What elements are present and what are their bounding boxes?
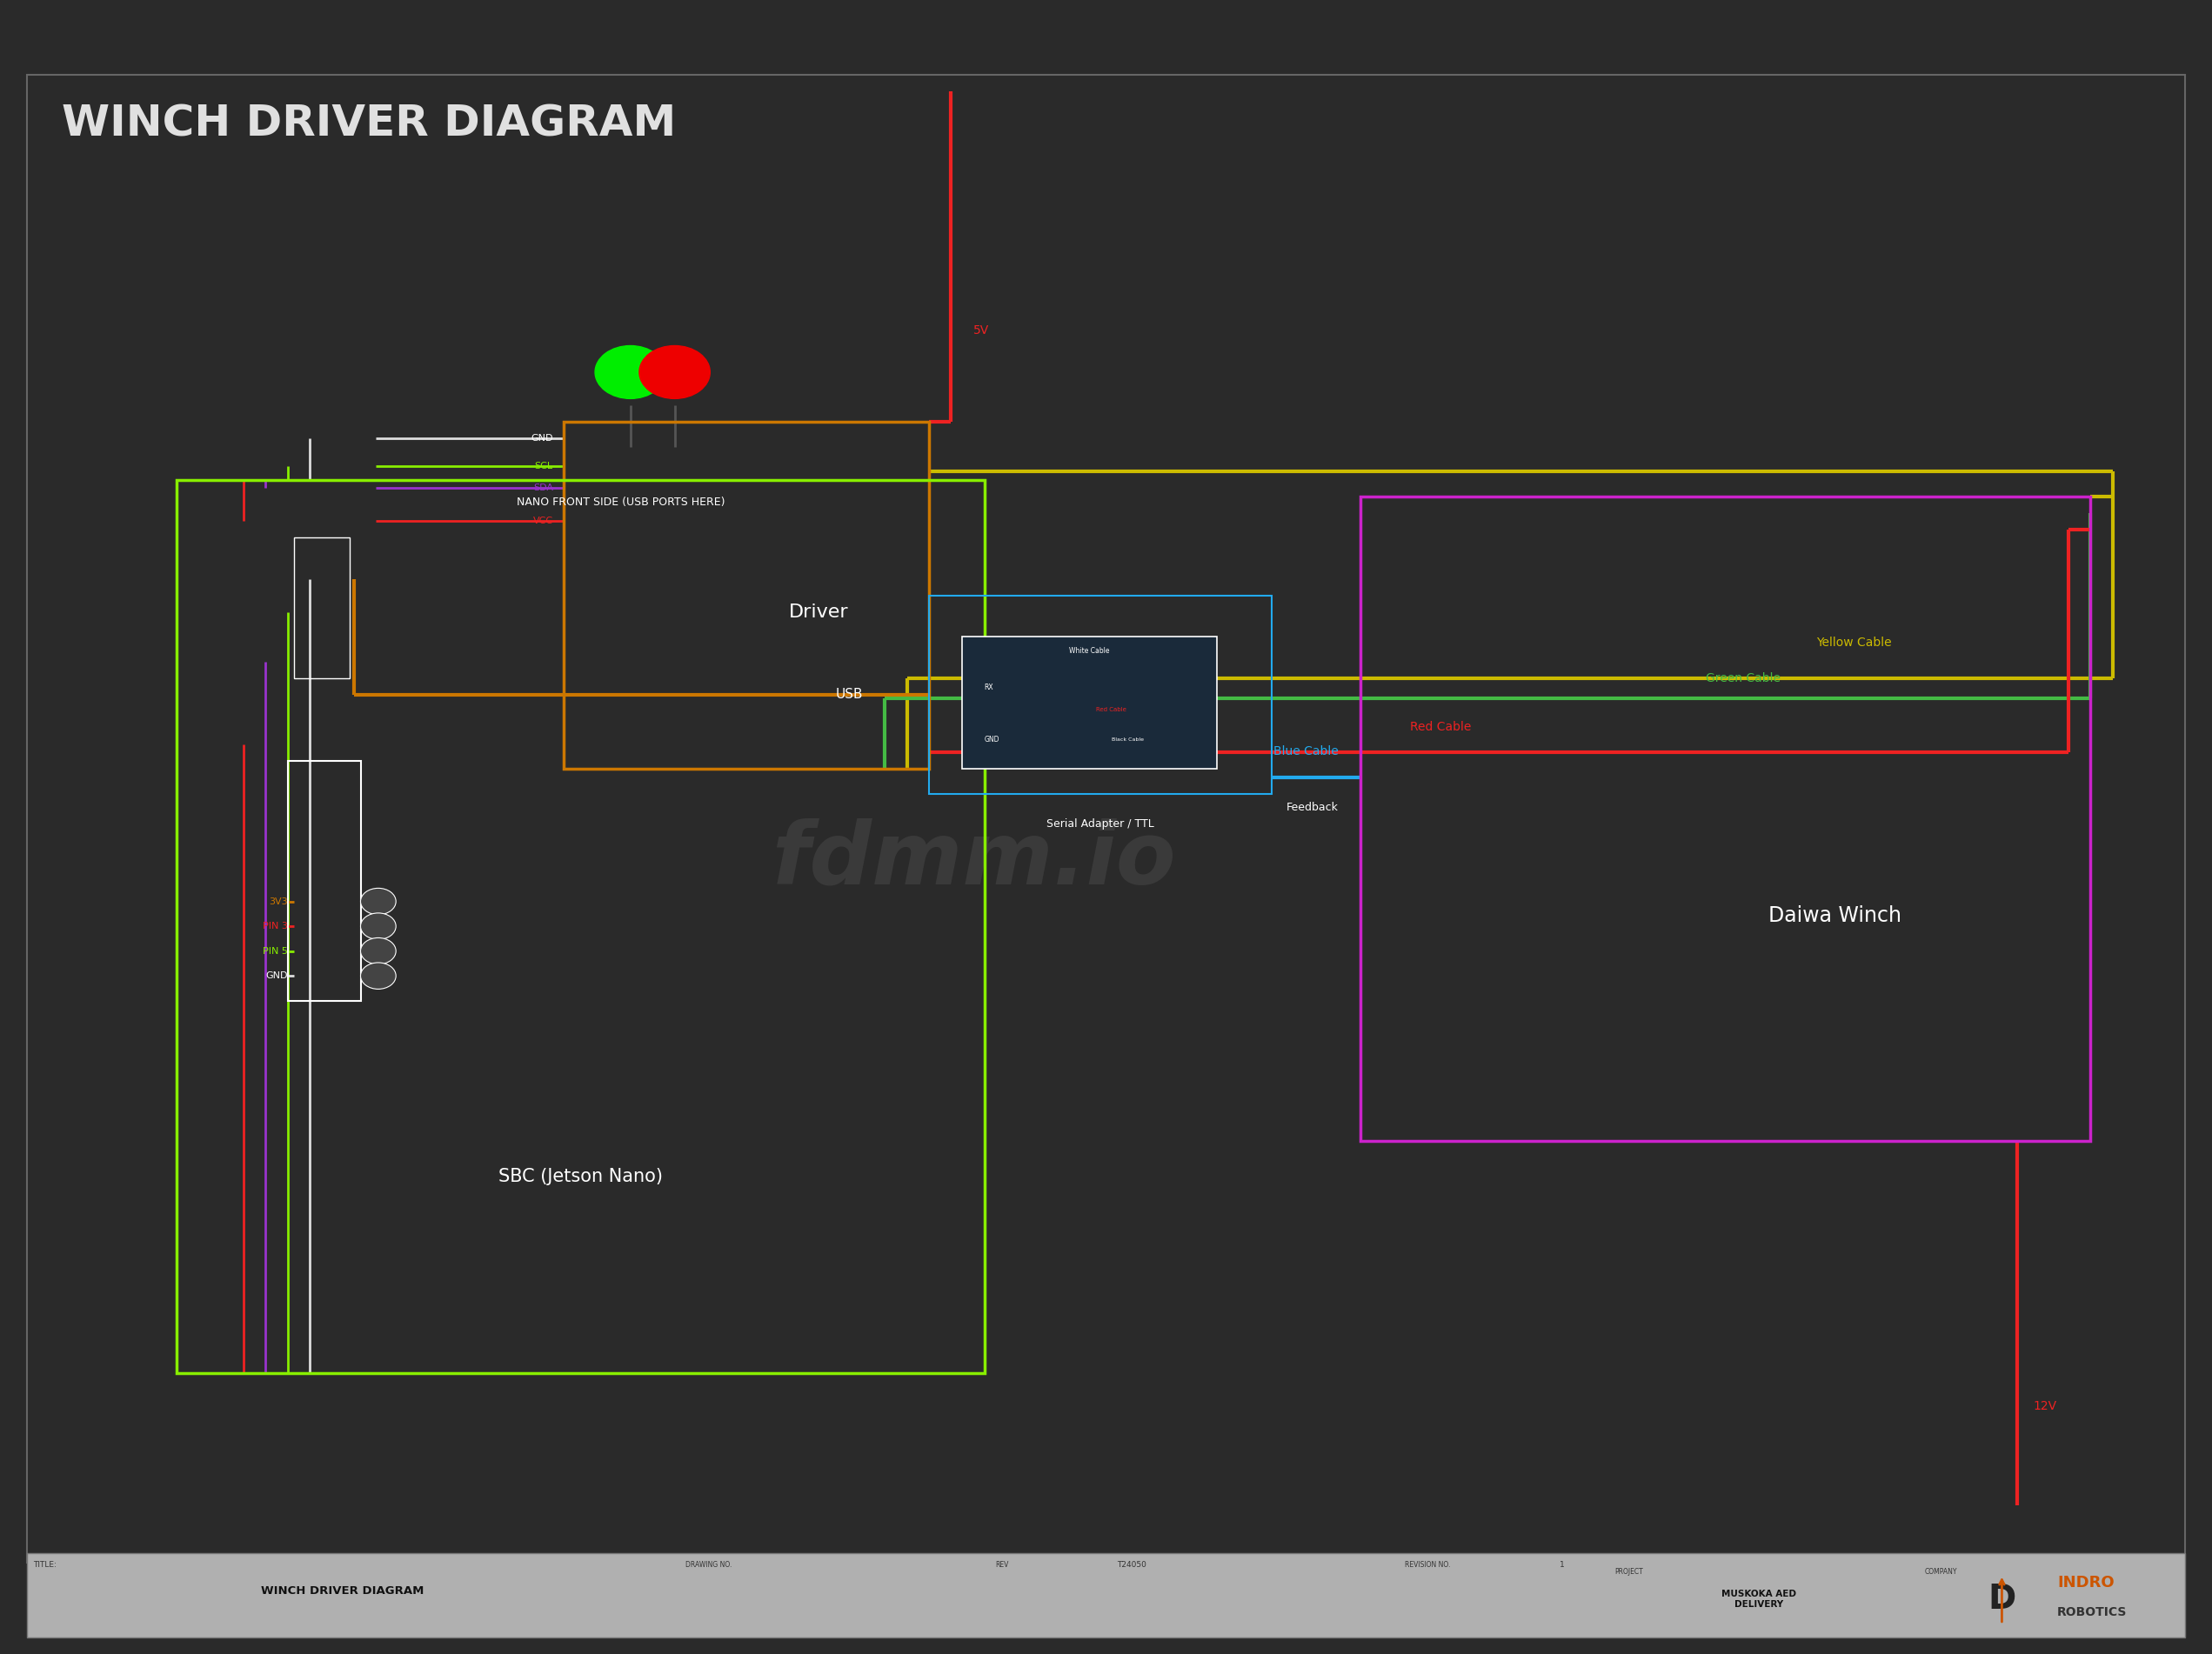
Text: USB: USB: [836, 688, 863, 701]
Text: GND: GND: [984, 736, 1000, 744]
Text: Feedback: Feedback: [1285, 802, 1338, 814]
Text: PIN 3: PIN 3: [263, 921, 288, 931]
Text: RX: RX: [984, 683, 993, 691]
Text: GND: GND: [265, 971, 288, 981]
Text: 1: 1: [1559, 1561, 1564, 1570]
Text: T24050: T24050: [1117, 1561, 1146, 1570]
Text: ROBOTICS: ROBOTICS: [2057, 1606, 2128, 1619]
Circle shape: [361, 963, 396, 989]
Text: Yellow Cable: Yellow Cable: [1816, 637, 1891, 648]
Circle shape: [361, 913, 396, 939]
Bar: [294, 538, 349, 678]
Bar: [564, 422, 929, 769]
Text: VCC: VCC: [533, 516, 553, 526]
Text: Red Cable: Red Cable: [1097, 706, 1126, 713]
Text: Driver: Driver: [790, 604, 847, 620]
Text: Red Cable: Red Cable: [1409, 721, 1471, 733]
Text: 5V: 5V: [973, 324, 989, 337]
Text: Blue Cable: Blue Cable: [1274, 746, 1338, 758]
Text: REV: REV: [995, 1561, 1009, 1570]
Text: Black Cable: Black Cable: [1110, 738, 1144, 743]
Text: White Cable: White Cable: [1068, 647, 1110, 655]
Circle shape: [361, 888, 396, 915]
Circle shape: [639, 346, 710, 399]
Text: TITLE:: TITLE:: [33, 1561, 58, 1570]
Text: MUSKOKA AED
DELIVERY: MUSKOKA AED DELIVERY: [1721, 1589, 1796, 1609]
Text: INDRO: INDRO: [2057, 1575, 2115, 1591]
Circle shape: [595, 346, 666, 399]
Text: 3V3: 3V3: [268, 896, 288, 906]
Bar: [962, 637, 1217, 769]
Bar: [288, 761, 361, 1001]
Text: COMPANY: COMPANY: [1924, 1568, 1958, 1576]
Text: PIN 5: PIN 5: [263, 946, 288, 956]
Text: REVISION NO.: REVISION NO.: [1405, 1561, 1451, 1570]
Circle shape: [361, 938, 396, 964]
Text: SBC (Jetson Nano): SBC (Jetson Nano): [498, 1168, 664, 1184]
Text: WINCH DRIVER DIAGRAM: WINCH DRIVER DIAGRAM: [261, 1586, 425, 1596]
Text: DRAWING NO.: DRAWING NO.: [686, 1561, 732, 1570]
Text: WINCH DRIVER DIAGRAM: WINCH DRIVER DIAGRAM: [62, 103, 677, 146]
Text: NANO FRONT SIDE (USB PORTS HERE): NANO FRONT SIDE (USB PORTS HERE): [518, 496, 726, 508]
Text: Green Cable: Green Cable: [1705, 673, 1781, 685]
Text: Serial Adapter / TTL: Serial Adapter / TTL: [1046, 819, 1155, 830]
Text: D: D: [1989, 1583, 2015, 1616]
Bar: [177, 480, 984, 1373]
Text: SDA: SDA: [533, 483, 553, 493]
Bar: [1360, 496, 2090, 1141]
Text: Daiwa Winch: Daiwa Winch: [1767, 905, 1902, 926]
Text: 12V: 12V: [2033, 1399, 2057, 1413]
Text: GND: GND: [531, 433, 553, 443]
Text: PROJECT: PROJECT: [1615, 1568, 1644, 1576]
Bar: [929, 595, 1272, 794]
Text: SCL: SCL: [535, 461, 553, 471]
Text: fdmm.io: fdmm.io: [772, 819, 1175, 901]
Bar: [27, 1553, 2185, 1637]
